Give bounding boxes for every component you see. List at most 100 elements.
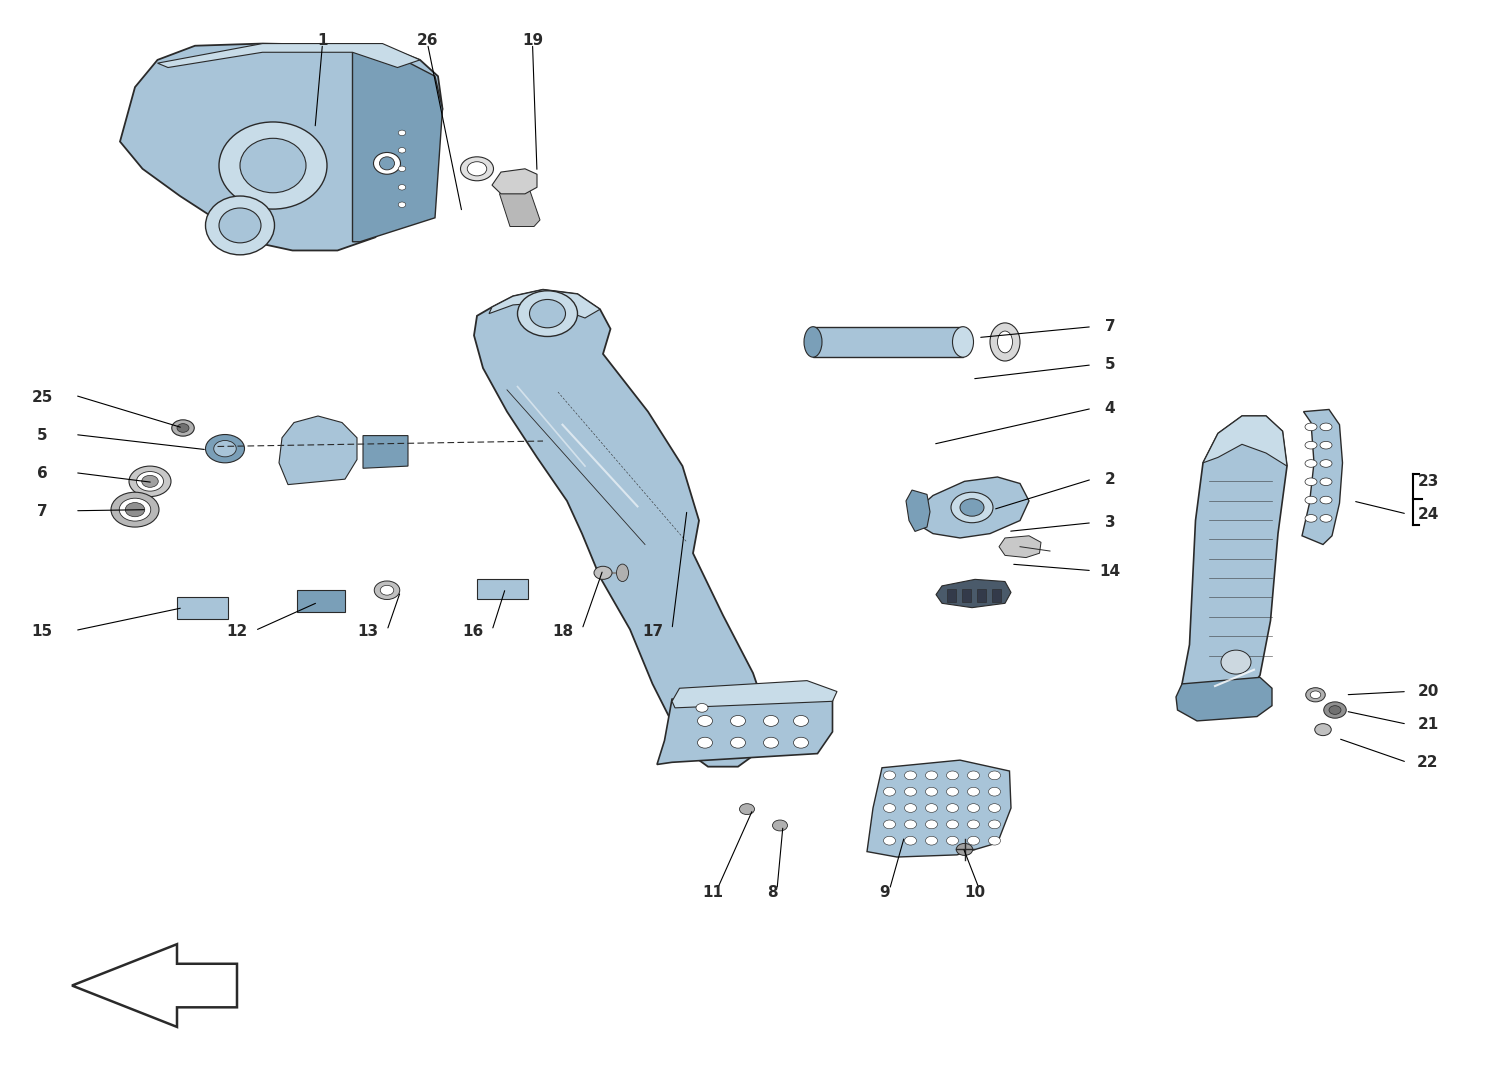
Text: 7: 7 [36,504,48,519]
Ellipse shape [988,771,1000,780]
Ellipse shape [1305,688,1326,702]
Polygon shape [297,590,345,612]
Text: 8: 8 [766,885,778,901]
Ellipse shape [696,703,708,712]
Ellipse shape [904,771,916,780]
Polygon shape [906,490,930,531]
Polygon shape [477,579,528,599]
Ellipse shape [399,184,405,189]
Ellipse shape [1305,478,1317,486]
Ellipse shape [616,564,628,582]
Ellipse shape [884,804,896,812]
Ellipse shape [141,475,159,488]
Ellipse shape [698,737,712,748]
Ellipse shape [764,715,778,726]
Ellipse shape [884,836,896,845]
Text: 2: 2 [1104,472,1116,487]
Text: 23: 23 [1418,474,1438,489]
Ellipse shape [904,804,916,812]
Ellipse shape [136,472,164,491]
Ellipse shape [804,327,822,357]
Text: 24: 24 [1418,506,1438,522]
Text: 1: 1 [318,33,327,48]
Ellipse shape [988,787,1000,796]
Ellipse shape [946,771,958,780]
Text: 13: 13 [357,624,378,639]
Ellipse shape [129,466,171,497]
Ellipse shape [1320,497,1332,504]
Polygon shape [177,597,228,619]
Ellipse shape [968,804,980,812]
Ellipse shape [1305,424,1317,431]
Text: 5: 5 [36,428,48,443]
Polygon shape [999,536,1041,558]
Ellipse shape [399,203,405,207]
Ellipse shape [988,836,1000,845]
Ellipse shape [120,499,150,521]
Ellipse shape [904,787,916,796]
Ellipse shape [1320,460,1332,467]
Ellipse shape [772,820,788,831]
Ellipse shape [374,152,400,174]
Ellipse shape [594,566,612,579]
Text: 15: 15 [32,624,53,639]
Ellipse shape [730,715,746,726]
Ellipse shape [171,419,195,436]
Text: 4: 4 [1104,401,1116,416]
Ellipse shape [399,167,405,172]
Text: 5: 5 [1104,357,1116,372]
Ellipse shape [518,291,578,337]
Ellipse shape [1320,478,1332,486]
Polygon shape [500,185,540,227]
Bar [946,589,956,602]
Ellipse shape [794,737,808,748]
Polygon shape [1182,416,1287,710]
Ellipse shape [904,820,916,829]
Polygon shape [120,44,442,250]
Ellipse shape [240,138,306,193]
Ellipse shape [957,843,972,856]
Text: 11: 11 [702,885,723,901]
Text: 14: 14 [1100,564,1120,579]
Ellipse shape [926,836,938,845]
Ellipse shape [399,148,405,154]
Ellipse shape [206,435,245,463]
Text: 9: 9 [879,885,891,901]
Ellipse shape [884,771,896,780]
Polygon shape [363,436,408,468]
Text: 20: 20 [1418,684,1438,699]
Text: 21: 21 [1418,717,1438,732]
Polygon shape [1203,416,1287,466]
Ellipse shape [530,299,566,328]
Text: 6: 6 [36,466,48,481]
Polygon shape [1176,677,1272,721]
Text: 19: 19 [522,33,543,48]
Ellipse shape [968,787,980,796]
Text: 12: 12 [226,624,248,639]
Ellipse shape [1221,650,1251,674]
Polygon shape [657,692,833,764]
Ellipse shape [375,582,399,599]
Polygon shape [492,169,537,194]
Ellipse shape [988,820,1000,829]
Polygon shape [912,477,1029,538]
Polygon shape [936,579,1011,608]
Ellipse shape [698,715,712,726]
Ellipse shape [946,787,958,796]
Ellipse shape [124,503,144,516]
Text: 3: 3 [1104,515,1116,530]
Text: 26: 26 [417,33,438,48]
Polygon shape [72,944,237,1027]
Ellipse shape [794,715,808,726]
Ellipse shape [926,787,938,796]
Ellipse shape [1320,515,1332,523]
Ellipse shape [946,804,958,812]
Ellipse shape [946,820,958,829]
Ellipse shape [730,737,746,748]
Ellipse shape [926,804,938,812]
Bar [992,589,1000,602]
Ellipse shape [946,836,958,845]
Ellipse shape [1314,723,1332,736]
Ellipse shape [968,771,980,780]
Ellipse shape [460,157,494,181]
